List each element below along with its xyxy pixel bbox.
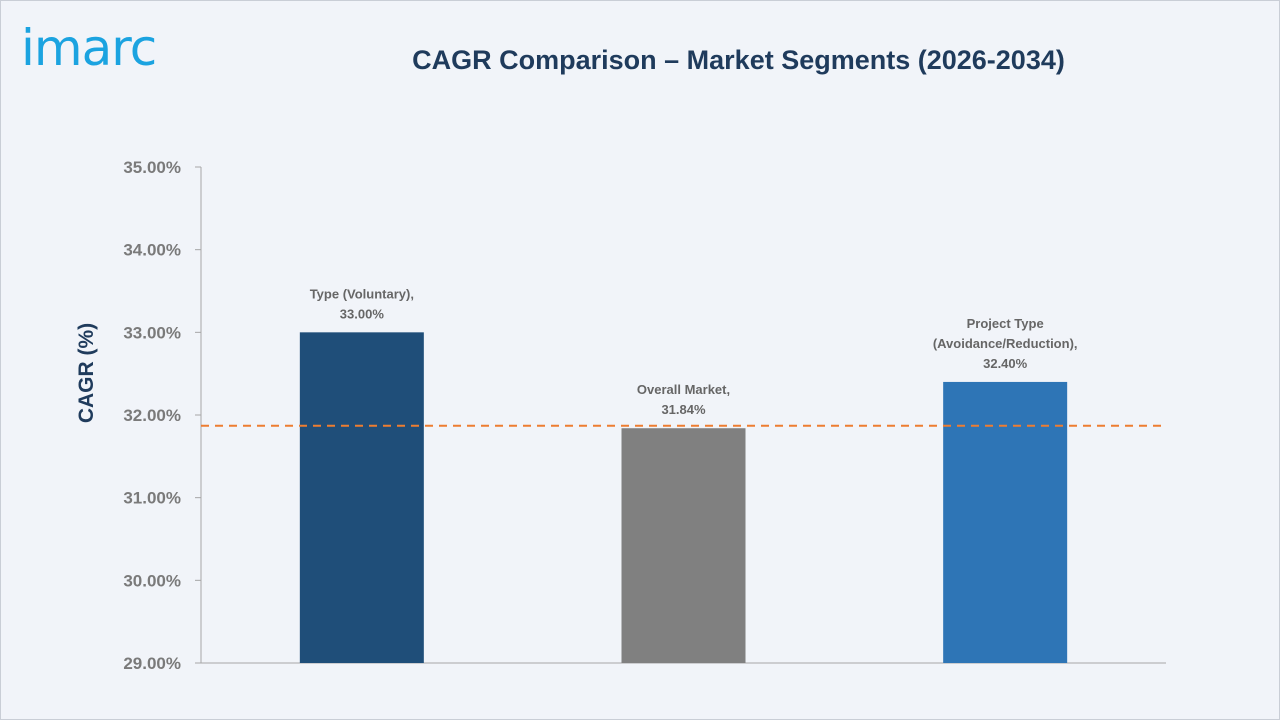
- chart-title: CAGR Comparison – Market Segments (2026-…: [412, 45, 1065, 75]
- y-tick-label: 32.00%: [123, 406, 181, 425]
- axes: 29.00% 30.00% 31.00% 32.00% 33.00% 34.00% 35.0…: [123, 158, 1166, 673]
- bar-value-label: 31.84%: [661, 402, 706, 417]
- bar-category-label: Type (Voluntary),: [310, 286, 414, 301]
- bar-value-label: 32.40%: [983, 356, 1028, 371]
- bar: [621, 428, 746, 663]
- y-tick-label: 35.00%: [123, 158, 181, 177]
- bars: [201, 332, 1166, 663]
- bar-category-label: (Avoidance/Reduction),: [933, 336, 1078, 351]
- bar-labels: Type (Voluntary), 33.00% Overall Market, 31…: [310, 286, 1078, 417]
- y-tick-label: 33.00%: [123, 323, 181, 342]
- bar-value-label: 33.00%: [340, 306, 385, 321]
- y-tick-label: 29.00%: [123, 654, 181, 673]
- y-tick-label: 30.00%: [123, 571, 181, 590]
- bar: [943, 381, 1068, 663]
- imarc-logo: imarc: [21, 19, 157, 77]
- bar-category-label: Overall Market,: [637, 382, 730, 397]
- bar: [299, 332, 424, 663]
- y-axis-label: CAGR (%): [75, 323, 98, 423]
- y-tick-label: 34.00%: [123, 241, 181, 260]
- y-tick-label: 31.00%: [123, 489, 181, 508]
- bar-category-label: Project Type: [967, 316, 1044, 331]
